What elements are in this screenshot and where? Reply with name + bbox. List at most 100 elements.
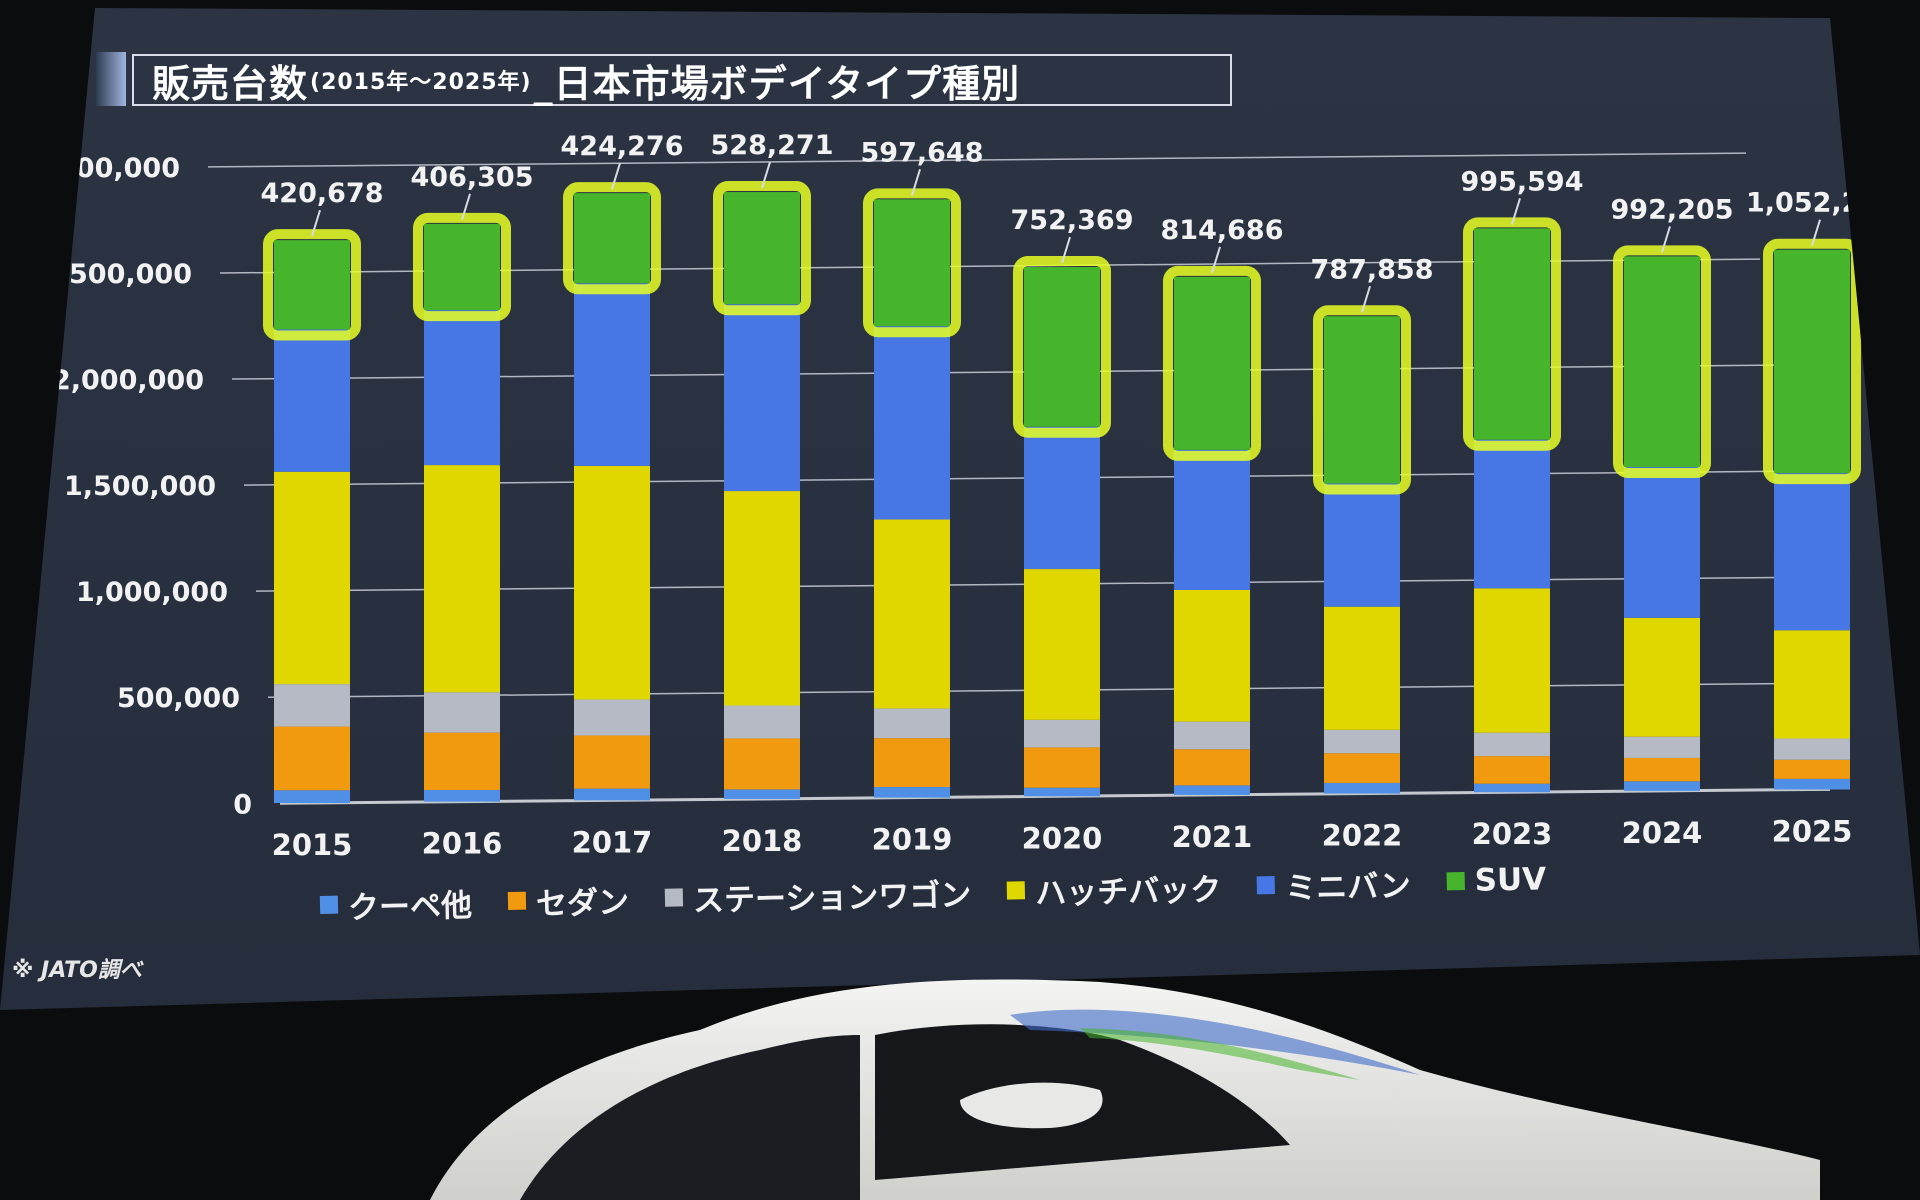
bar-segment-セダン — [1774, 759, 1850, 779]
legend-item: セダン — [507, 876, 629, 924]
y-tick-label: 3,000,000 — [28, 153, 180, 184]
slide-title: 販売台数 (2015年～2025年) _日本市場ボデイタイプ種別 — [132, 54, 1232, 106]
bar-segment-ステーションワゴン — [1474, 732, 1550, 757]
bar-segment-SUV — [424, 223, 500, 311]
legend-swatch — [319, 895, 339, 914]
y-tick-label: 1,000,000 — [76, 577, 228, 608]
bar-segment-ハッチバック — [1774, 630, 1850, 739]
bar-segment-ステーションワゴン — [1024, 719, 1100, 748]
y-tick-label: 2,000,000 — [52, 365, 204, 396]
suv-value-label: 406,305 — [411, 162, 534, 193]
label-leader — [911, 169, 921, 196]
bar-segment-クーペ他 — [274, 790, 350, 803]
suv-value-label: 992,205 — [1611, 194, 1734, 225]
bar-segment-セダン — [1024, 747, 1100, 788]
legend-label: セダン — [535, 884, 630, 922]
bar-segment-セダン — [574, 735, 650, 789]
bar-segment-SUV — [1474, 228, 1550, 440]
legend-swatch — [1007, 881, 1026, 900]
bar-segment-セダン — [1174, 749, 1250, 786]
title-main-suffix: _日本市場ボデイタイプ種別 — [533, 61, 1021, 106]
y-tick-label: 500,000 — [117, 683, 240, 714]
y-tick-label: 1,500,000 — [64, 471, 216, 502]
bar-segment-ハッチバック — [424, 465, 500, 693]
x-tick-label: 2018 — [722, 824, 803, 858]
x-tick-label: 2023 — [1472, 817, 1553, 851]
y-tick-label: 0 — [233, 789, 252, 820]
legend-swatch — [664, 888, 684, 907]
bar-segment-セダン — [1474, 756, 1550, 784]
bar-segment-クーペ他 — [1174, 785, 1250, 795]
suv-value-label: 528,271 — [711, 130, 834, 161]
bar-segment-ハッチバック — [724, 491, 800, 706]
bar-segment-ステーションワゴン — [1774, 738, 1850, 760]
bar-segment-クーペ他 — [1474, 783, 1550, 793]
bar-segment-ミニバン — [1324, 483, 1400, 607]
suv-value-label: 424,276 — [561, 131, 684, 162]
bar-segment-ミニバン — [724, 304, 800, 492]
suv-value-label: 1,052,248 — [1746, 188, 1898, 219]
bar-segment-ミニバン — [1474, 439, 1550, 589]
bar-segment-ステーションワゴン — [274, 684, 350, 727]
gridline — [207, 152, 1747, 168]
bar-segment-クーペ他 — [424, 789, 500, 802]
source-note: ※ JATO調べ — [12, 958, 142, 983]
label-leader — [1661, 226, 1671, 253]
bar-segment-ハッチバック — [1474, 588, 1550, 733]
bar-segment-ステーションワゴン — [1624, 736, 1700, 758]
bar-segment-SUV — [1324, 316, 1400, 484]
legend-item: クーペ他 — [319, 879, 473, 927]
bar-segment-SUV — [574, 193, 650, 284]
bar-segment-クーペ他 — [1024, 787, 1100, 797]
bar-segment-ミニバン — [1174, 449, 1250, 590]
bar-segment-SUV — [274, 240, 350, 330]
x-tick-label: 2022 — [1322, 819, 1403, 853]
bar-segment-セダン — [274, 726, 350, 791]
bar-segment-セダン — [1624, 757, 1700, 782]
label-leader — [311, 209, 321, 237]
bar-segment-セダン — [424, 732, 500, 790]
legend-item: ハッチバック — [1007, 864, 1222, 913]
bar-segment-ハッチバック — [1624, 617, 1700, 737]
legend-label: ハッチバック — [1034, 871, 1222, 912]
bar-segment-セダン — [1324, 753, 1400, 783]
x-tick-label: 2015 — [272, 828, 353, 862]
bar-segment-ミニバン — [424, 310, 500, 466]
bar-segment-ミニバン — [874, 326, 950, 520]
title-main-prefix: 販売台数 — [152, 61, 309, 106]
x-tick-label: 2025 — [1772, 815, 1853, 849]
bar-segment-ミニバン — [274, 329, 350, 472]
suv-value-label: 752,369 — [1011, 205, 1134, 236]
bar-segment-SUV — [1174, 276, 1250, 450]
bar-segment-クーペ他 — [874, 786, 950, 798]
bar-segment-クーペ他 — [1774, 778, 1850, 790]
legend-label: クーペ他 — [347, 887, 473, 926]
label-leader — [1211, 246, 1221, 274]
legend-swatch — [1446, 872, 1465, 891]
suv-value-label: 814,686 — [1161, 215, 1284, 246]
x-tick-label: 2024 — [1622, 816, 1703, 850]
bar-segment-ミニバン — [574, 283, 650, 466]
title-subtitle: (2015年～2025年) — [310, 70, 532, 95]
x-tick-label: 2017 — [572, 825, 653, 859]
legend-label: SUV — [1474, 861, 1547, 899]
car-roof-silhouette — [430, 979, 1820, 1200]
bar-segment-クーペ他 — [1324, 782, 1400, 794]
bar-segment-SUV — [874, 199, 950, 327]
bar-segment-SUV — [724, 192, 800, 305]
bar-segment-SUV — [1024, 267, 1100, 427]
title-accent-bar — [96, 52, 126, 106]
label-leader — [1061, 236, 1071, 264]
bar-segment-クーペ他 — [574, 788, 650, 801]
bar-segment-ステーションワゴン — [1174, 721, 1250, 750]
gridline — [279, 787, 1831, 805]
label-leader — [761, 161, 771, 189]
y-tick-label: 2,500,000 — [40, 259, 192, 290]
bar-segment-SUV — [1624, 256, 1700, 468]
bar-segment-ステーションワゴン — [724, 705, 800, 739]
bar-segment-ハッチバック — [1324, 606, 1400, 730]
x-tick-label: 2020 — [1022, 821, 1103, 855]
label-leader — [1511, 198, 1521, 225]
